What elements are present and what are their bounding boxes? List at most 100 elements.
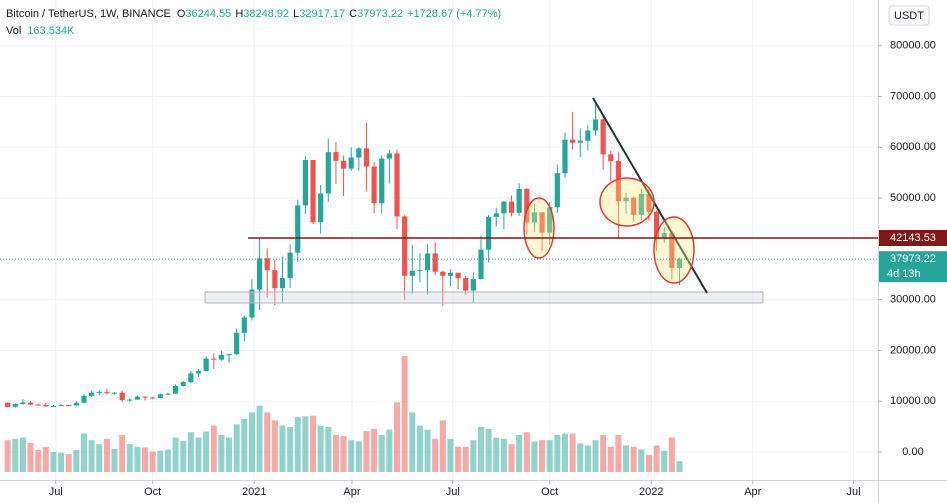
volume-bar: [386, 429, 393, 472]
volume-bar: [226, 437, 233, 472]
volume-bar: [58, 452, 65, 472]
trend-line: [592, 97, 708, 294]
volume-bar: [65, 454, 72, 472]
volume-bar: [630, 446, 637, 472]
volume-bar: [470, 440, 477, 472]
volume-bar: [424, 429, 431, 472]
volume-bar: [294, 416, 301, 472]
candle-body: [279, 278, 286, 289]
volume-bar: [241, 418, 248, 472]
candle-body: [348, 157, 354, 169]
candle-body: [592, 119, 599, 131]
candle-body: [524, 188, 530, 223]
candle-body: [577, 140, 583, 143]
candle-body: [318, 193, 324, 223]
volume-label: Vol: [6, 25, 21, 37]
volume-bar: [332, 434, 339, 472]
candle-body: [302, 160, 308, 206]
volume-bar: [447, 438, 454, 472]
candle-body: [432, 253, 438, 272]
candle-body: [631, 197, 637, 215]
candle-body: [310, 160, 316, 223]
ohlc-value: 38248.92: [243, 8, 289, 20]
volume-bar: [126, 444, 133, 472]
volume-bar: [27, 442, 34, 472]
highlight-ellipse: [523, 197, 555, 259]
x-tick-label: 2021: [242, 486, 266, 498]
candle-body: [562, 139, 568, 174]
candle-body: [615, 161, 622, 202]
candle-body: [646, 194, 652, 212]
candle-body: [508, 201, 515, 213]
candle-body: [325, 152, 331, 194]
volume-bar: [317, 425, 324, 472]
volume-bar: [500, 438, 507, 472]
candle-body: [58, 405, 64, 407]
highlight-ellipse: [653, 216, 695, 284]
ohlc-letter: O: [177, 8, 186, 20]
volume-bar: [371, 428, 378, 472]
candle-body: [608, 154, 614, 162]
candle-body: [386, 153, 392, 159]
candle-body: [478, 249, 484, 280]
volume-bar: [35, 450, 42, 472]
candle-body: [43, 404, 49, 407]
volume-bar: [394, 402, 401, 472]
x-tick-label: Apr: [343, 486, 360, 498]
candle-body: [157, 394, 163, 398]
volume-bar: [653, 445, 660, 472]
volume-bar: [248, 412, 255, 472]
x-tick-label: Jul: [847, 486, 861, 498]
volume-bar: [623, 445, 630, 472]
volume-bar: [157, 450, 164, 472]
volume-bar: [302, 416, 309, 472]
candle-body: [570, 139, 576, 143]
candle-body: [463, 278, 469, 291]
ohlc-value: 37973.22: [357, 8, 403, 20]
volume-bar: [493, 437, 500, 472]
candle-body: [455, 272, 461, 279]
candle-body: [89, 392, 95, 396]
highlight-ellipse: [599, 177, 655, 227]
candle-body: [653, 211, 660, 240]
volume-bar: [287, 426, 294, 472]
candle-body: [50, 405, 57, 407]
volume-bar: [325, 426, 332, 472]
volume-bar: [432, 438, 439, 472]
currency-label[interactable]: USDT: [894, 10, 924, 22]
candle-body: [35, 404, 41, 406]
candle-body: [142, 396, 148, 398]
candle-body: [531, 212, 538, 223]
candle-body: [127, 399, 133, 401]
candle-body: [119, 392, 125, 400]
last-price-label: 37973.22: [890, 253, 936, 265]
x-tick-label: Jul: [446, 486, 460, 498]
volume-bar: [554, 434, 561, 472]
volume-bar: [600, 434, 607, 472]
x-tick-label: Oct: [541, 486, 558, 498]
volume-bar: [279, 425, 286, 472]
volume-bar: [561, 433, 568, 472]
candle-body: [218, 354, 225, 360]
candle-body: [669, 233, 675, 268]
volume-bar: [134, 446, 141, 472]
candle-body: [547, 207, 553, 233]
volume-bar: [80, 433, 87, 472]
candle-body: [249, 289, 255, 318]
volume-bar: [172, 437, 179, 472]
candle-body: [256, 258, 263, 290]
volume-bar: [462, 446, 469, 472]
candle-body: [379, 158, 385, 204]
support-zone: [204, 291, 764, 304]
candle-body: [600, 119, 606, 155]
candle-body: [539, 212, 545, 233]
volume-bar: [355, 441, 362, 472]
candle-body: [356, 148, 362, 158]
currency-button[interactable]: [888, 5, 930, 26]
x-tick-label: Oct: [144, 486, 161, 498]
volume-bar: [119, 434, 126, 472]
volume-bar: [218, 434, 225, 472]
countdown: 4d 13h: [887, 268, 921, 280]
